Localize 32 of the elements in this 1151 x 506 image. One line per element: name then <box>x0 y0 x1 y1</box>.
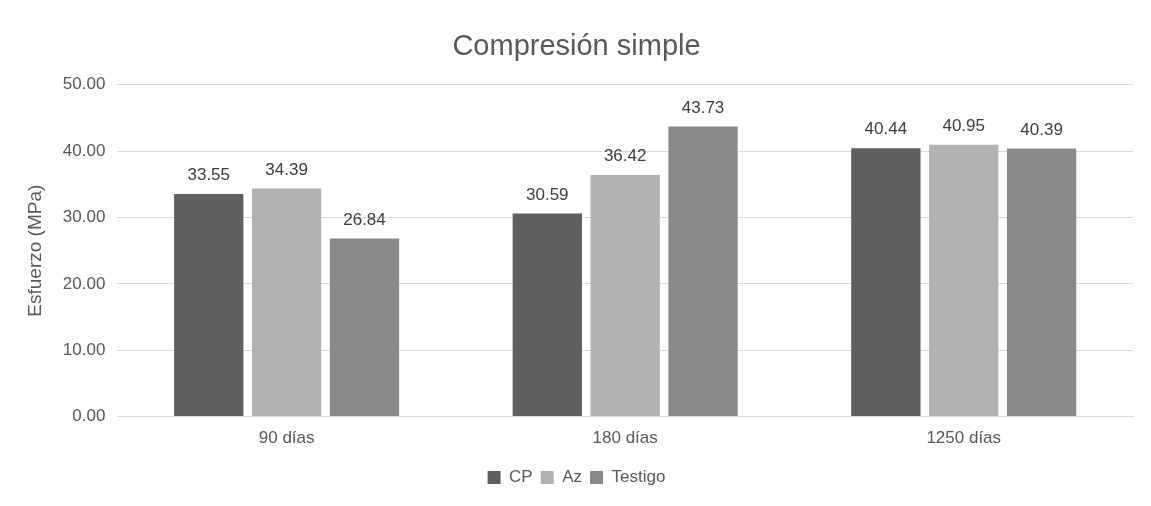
bar <box>512 213 582 417</box>
x-tick-label: 180 días <box>592 428 658 448</box>
x-tick-label: 1250 días <box>926 428 1002 448</box>
legend-label: Testigo <box>611 467 666 487</box>
y-tick-label: 50.00 <box>62 74 106 94</box>
y-tick-label: 20.00 <box>62 273 106 293</box>
y-tick-label: 10.00 <box>62 339 106 359</box>
chart-title: Compresión simple <box>452 29 701 62</box>
bar <box>851 148 921 417</box>
y-tick-label: 40.00 <box>62 140 106 160</box>
bar <box>929 144 999 417</box>
data-label: 40.39 <box>1020 119 1063 139</box>
bar <box>1006 148 1077 417</box>
data-label: 30.59 <box>526 184 569 204</box>
x-tick-label: 90 días <box>258 428 315 448</box>
legend-label: Az <box>562 467 583 487</box>
data-label: 33.55 <box>187 165 231 185</box>
bar <box>590 174 660 417</box>
bar <box>251 188 322 417</box>
data-label: 43.73 <box>681 97 725 117</box>
y-axis-title: Esfuerzo (MPa) <box>23 184 45 317</box>
legend-label: CP <box>509 467 533 487</box>
bar <box>329 238 400 417</box>
bar <box>174 193 244 417</box>
bar <box>668 126 738 417</box>
y-tick-label: 30.00 <box>62 207 106 227</box>
data-label: 34.39 <box>265 159 308 179</box>
y-tick-label: 0.00 <box>72 406 106 426</box>
data-label: 26.84 <box>343 209 386 229</box>
data-label: 40.44 <box>864 119 908 139</box>
data-label: 40.95 <box>942 116 985 136</box>
data-label: 36.42 <box>603 146 647 166</box>
